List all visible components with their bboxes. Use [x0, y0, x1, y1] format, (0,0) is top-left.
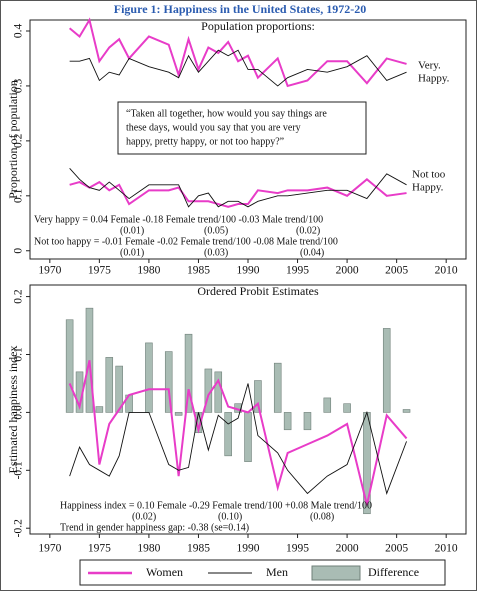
series-label: Very.: [418, 60, 441, 72]
x-tick-label: 1990: [237, 265, 260, 277]
standard-error: (0.02): [296, 225, 320, 236]
standard-error: (0.08): [310, 511, 334, 522]
x-tick-label: 1995: [286, 543, 309, 555]
x-tick-label: 1980: [137, 543, 160, 555]
x-tick-label: 1970: [38, 543, 61, 555]
y-tick-label: 0.0: [13, 405, 25, 420]
y-tick-label: 0.3: [13, 78, 25, 93]
legend: Women Men Difference: [79, 559, 446, 586]
x-tick-label: 1985: [187, 265, 210, 277]
trend-note: Trend in gender happiness gap: -0.38 (se…: [60, 522, 249, 533]
bar: [303, 412, 312, 431]
bar: [214, 371, 223, 413]
bar: [164, 351, 173, 413]
bar: [105, 357, 114, 413]
y-tick-label: 0.2: [13, 289, 25, 304]
panel-title: Population proportions:: [201, 19, 315, 33]
legend-label: Difference: [368, 565, 419, 579]
panel-title: Ordered Probit Estimates: [197, 284, 319, 298]
x-tick-label: 2010: [435, 265, 458, 277]
x-tick-label: 1970: [38, 265, 61, 277]
y-tick-label: 0.2: [13, 133, 25, 148]
standard-error: (0.01): [120, 247, 144, 258]
x-tick-label: 2005: [385, 543, 408, 555]
y-tick-label: 0.1: [13, 347, 25, 362]
x-tick-label: 2010: [435, 543, 458, 555]
quote-text: happy, pretty happy, or not too happy?”: [126, 136, 284, 147]
x-tick-label: 1975: [88, 265, 111, 277]
x-tick-label: 1995: [286, 265, 309, 277]
legend-swatch: [311, 565, 361, 581]
series-line: [69, 178, 407, 208]
standard-error: (0.10): [218, 511, 242, 522]
x-tick-label: 1975: [88, 543, 111, 555]
x-tick-label: 1985: [187, 543, 210, 555]
standard-error: (0.02): [132, 511, 156, 522]
y-tick-label: 0: [13, 248, 25, 254]
series-line: [68, 17, 407, 88]
legend-label: Men: [266, 565, 288, 579]
bar: [382, 328, 391, 413]
x-tick-label: 2000: [336, 543, 359, 555]
y-tick-label: 0.1: [13, 188, 25, 203]
legend-box: [79, 559, 446, 586]
equation: Happiness index = 0.10 Female -0.29 Fema…: [60, 500, 372, 511]
equation: Not too happy = -0.01 Female -0.02 Femal…: [34, 236, 338, 247]
bar: [65, 319, 74, 413]
bar: [283, 412, 292, 431]
series-label: Happy.: [412, 182, 444, 194]
bar: [273, 362, 282, 413]
bar: [145, 342, 153, 413]
standard-error: (0.04): [300, 247, 324, 258]
series-label: Happy.: [418, 73, 450, 85]
y-tick-label: -0.2: [13, 519, 25, 537]
series-line: [69, 49, 407, 87]
series-line: [69, 383, 407, 495]
bar: [184, 333, 193, 413]
x-tick-label: 2005: [385, 265, 408, 277]
standard-error: (0.05): [204, 225, 228, 236]
bar: [244, 412, 252, 462]
series-line: [69, 168, 407, 208]
legend-label: Women: [146, 565, 183, 579]
bar: [254, 380, 262, 413]
bar: [343, 403, 351, 413]
quote-text: “Taken all together, how would you say t…: [126, 108, 327, 119]
bar: [224, 412, 232, 457]
bar: [95, 406, 104, 413]
bar: [402, 409, 411, 413]
figure-title: Figure 1: Happiness in the United States…: [114, 2, 366, 16]
standard-error: (0.03): [204, 247, 228, 258]
quote-box: [117, 101, 367, 155]
bar: [115, 365, 123, 413]
quote-text: these days, would you say that you are v…: [126, 122, 301, 133]
standard-error: (0.01): [120, 225, 144, 236]
x-tick-label: 2000: [336, 265, 359, 277]
series-label: Not too: [412, 169, 446, 181]
plot-frame: [29, 284, 467, 535]
y-axis-label: Proportion of population: [6, 80, 20, 199]
y-axis-label: Estimated happiness index: [6, 346, 20, 474]
series-line: [68, 360, 408, 506]
y-tick-label: 0.4: [13, 24, 25, 39]
bar: [323, 397, 332, 413]
bar: [174, 412, 183, 416]
y-tick-label: -0.1: [13, 461, 25, 479]
x-tick-label: 1980: [137, 265, 160, 277]
x-tick-label: 1990: [237, 543, 260, 555]
equation: Very happy = 0.04 Female -0.18 Female tr…: [34, 214, 323, 225]
